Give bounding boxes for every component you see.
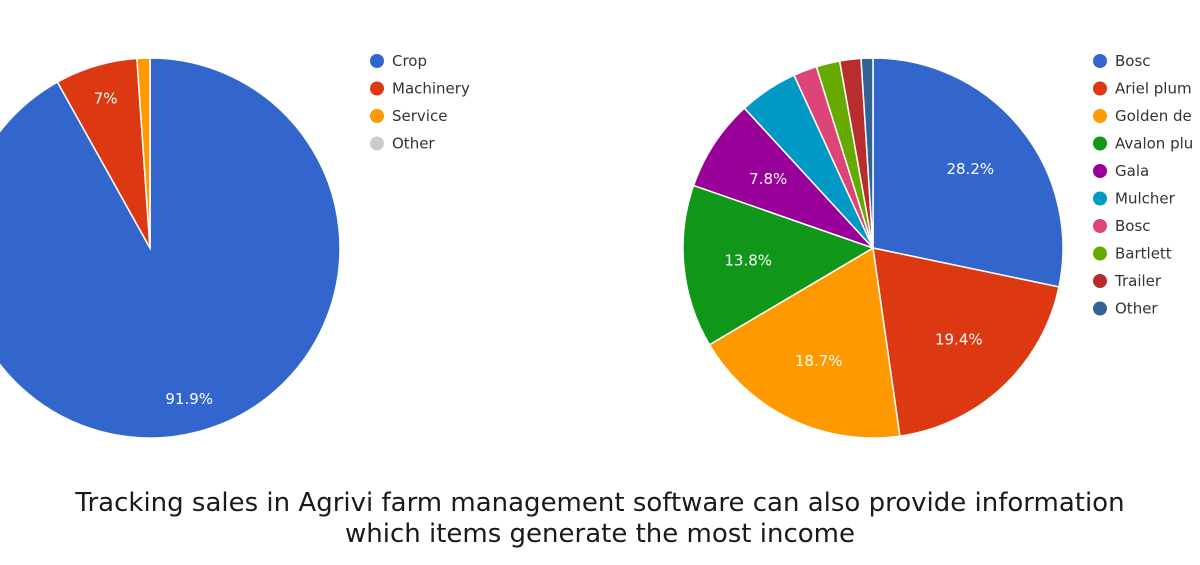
legend2-label-4: Gala (1115, 162, 1149, 180)
legend2-label-7: Bartlett (1115, 245, 1172, 263)
legend2-label-1: Ariel plum (1115, 80, 1192, 98)
legend2-label-5: Mulcher (1115, 190, 1176, 208)
legend2-marker-3 (1093, 136, 1107, 151)
legend2-marker-5 (1093, 191, 1107, 206)
pie1-data-label-0: 91.9% (165, 390, 213, 408)
pie-chart-right: 28.2% 19.4% 18.7% 13.8% 7.8% (682, 57, 1064, 439)
caption: Tracking sales in Agrivi farm management… (0, 488, 1200, 550)
pie1-slice-service-2 (136, 57, 151, 249)
legend2-marker-0 (1093, 54, 1107, 68)
legend2-label-9: Other (1115, 300, 1158, 318)
legend-right: Bosc Ariel plum Golden de Avalon plu Gala Mul… (1093, 52, 1193, 318)
pie2-slice-gala-4 (692, 107, 874, 249)
legend2-label-6: Bosc (1115, 217, 1151, 235)
pie2-data-label-0: 28.2% (946, 160, 994, 178)
pie2-slice-bosc-0 (872, 57, 1064, 288)
legend2-marker-9 (1093, 301, 1107, 316)
caption-line-1: Tracking sales in Agrivi farm management… (75, 488, 1125, 518)
legend1-label-3: Other (392, 135, 435, 153)
legend1-marker-0 (370, 54, 384, 68)
legend1-marker-1 (370, 81, 384, 96)
legend2-label-3: Avalon plu (1115, 135, 1193, 153)
legend2-marker-8 (1093, 274, 1107, 288)
pie2-data-label-3: 13.8% (724, 251, 772, 269)
legend1-label-2: Service (392, 107, 447, 125)
pie2-data-label-4: 7.8% (749, 170, 787, 188)
pie1-slice-crop-0 (0, 57, 341, 439)
legend2-marker-1 (1093, 81, 1107, 96)
pie2-data-label-2: 18.7% (795, 352, 843, 370)
legend2-marker-4 (1093, 164, 1107, 178)
legend1-label-0: Crop (392, 52, 427, 70)
pie2-data-label-1: 19.4% (935, 331, 983, 349)
pie2-slice-avalon-plu-3 (682, 184, 875, 346)
legend2-marker-2 (1093, 109, 1107, 123)
pie2-slice-other-9 (860, 57, 874, 249)
legend1-marker-3 (370, 136, 384, 151)
caption-line-2: which items generate the most income (344, 519, 855, 549)
charts-area: 91.9% 7% Crop Machinery Service Other 28.2% 1… (0, 52, 1193, 439)
legend2-marker-7 (1093, 246, 1107, 261)
legend2-label-2: Golden de (1115, 107, 1192, 125)
legend1-marker-2 (370, 109, 384, 123)
legend2-label-8: Trailer (1114, 272, 1162, 290)
legend-left: Crop Machinery Service Other (370, 52, 470, 153)
pie1-data-label-1: 7% (94, 90, 118, 108)
legend2-marker-6 (1093, 219, 1107, 233)
legend1-label-1: Machinery (392, 80, 470, 98)
pie-chart-left: 91.9% 7% (0, 57, 341, 439)
legend2-label-0: Bosc (1115, 52, 1151, 70)
pie2-slice-ariel-plum-1 (872, 247, 1060, 437)
pie2-slice-golden-de-2 (708, 246, 901, 439)
